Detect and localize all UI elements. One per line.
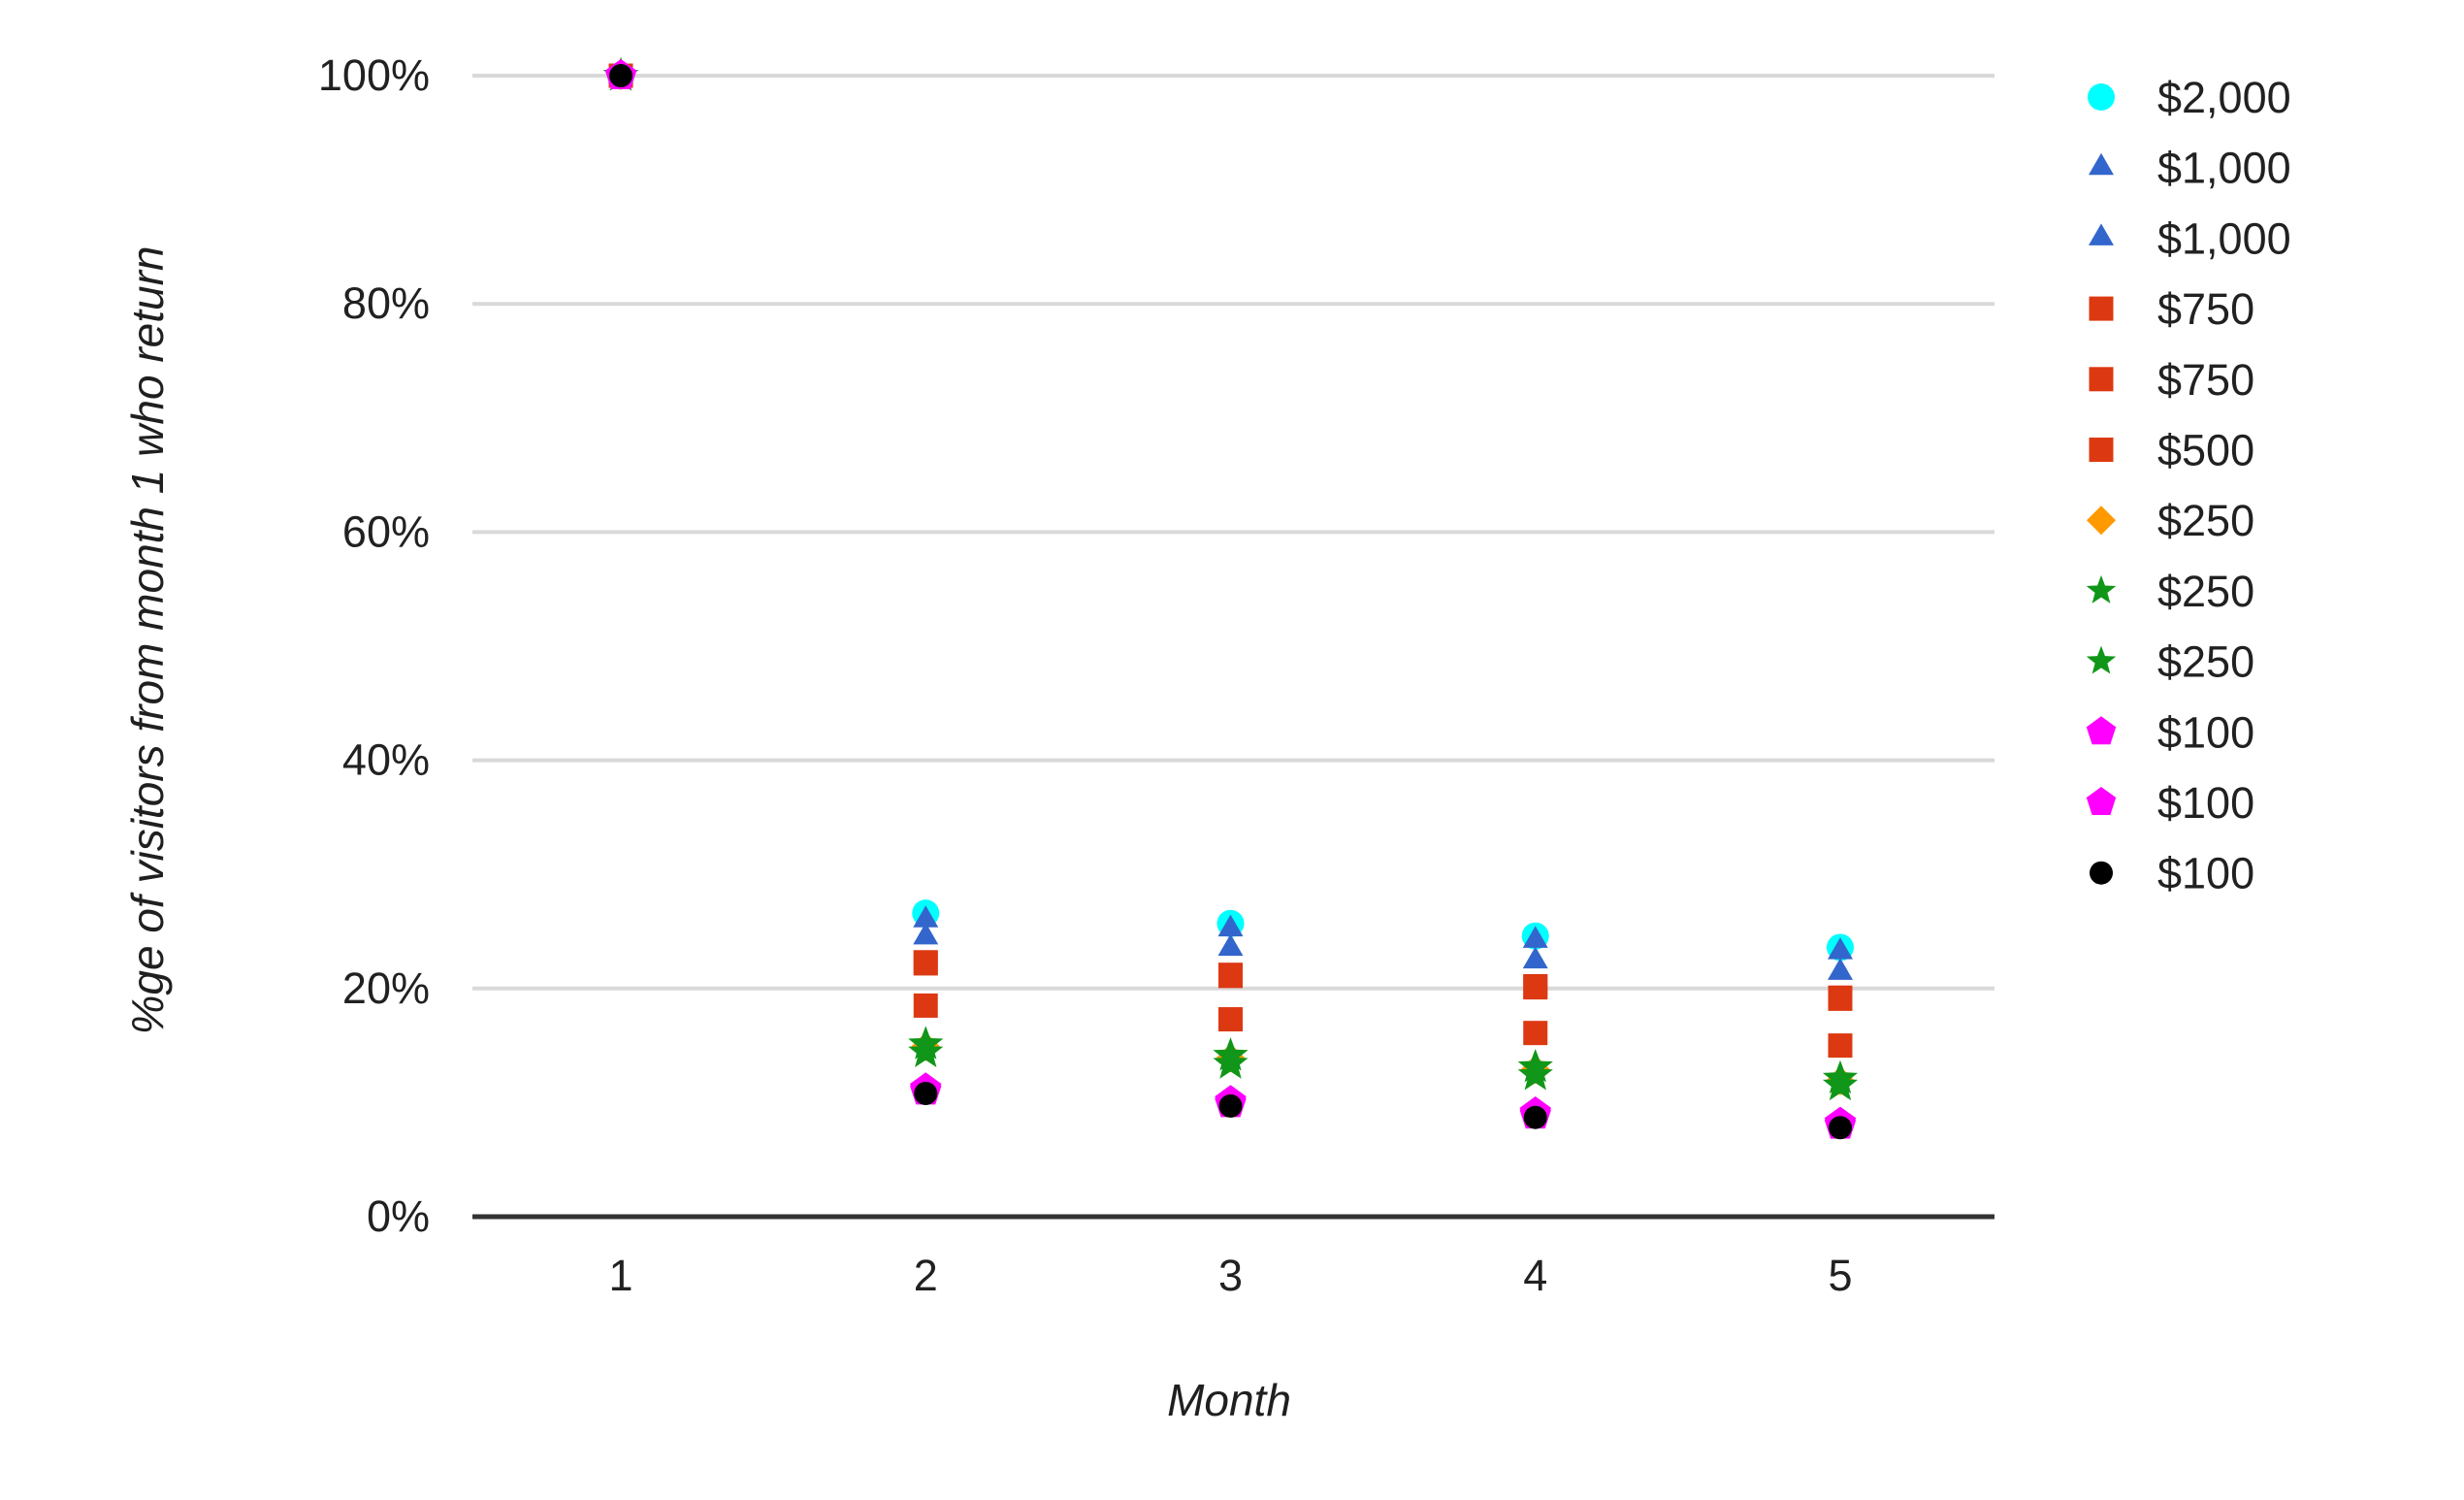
data-point-circle[interactable] xyxy=(1523,1105,1547,1129)
legend-marker-circle-icon xyxy=(2088,83,2115,111)
legend-label: $2,000 xyxy=(2157,73,2291,122)
legend-marker-square-icon xyxy=(2089,367,2114,392)
data-point-triangle[interactable] xyxy=(1217,914,1244,937)
legend-item[interactable]: $250 xyxy=(2086,637,2254,687)
legend-marker-square-icon xyxy=(2089,296,2114,321)
legend-item[interactable]: $250 xyxy=(2086,567,2254,616)
legend-marker-triangle-icon xyxy=(2089,152,2114,176)
data-point-star[interactable] xyxy=(1213,1045,1248,1079)
y-tick-label: 40% xyxy=(342,735,430,785)
legend-label: $250 xyxy=(2157,567,2254,616)
data-point-circle[interactable] xyxy=(1829,1116,1852,1140)
x-axis-title: Month xyxy=(1167,1375,1291,1425)
legend-item[interactable]: $1,000 xyxy=(2089,213,2291,263)
y-axis-title: %ge of visitors from month 1 who return xyxy=(122,245,173,1035)
x-tick-label: 2 xyxy=(914,1251,938,1300)
data-point-triangle[interactable] xyxy=(1522,926,1548,948)
legend-marker-circle-icon xyxy=(2090,861,2113,885)
data-point-square[interactable] xyxy=(1523,975,1548,1000)
data-point-triangle[interactable] xyxy=(1217,933,1244,957)
legend-marker-pentagon-icon xyxy=(2086,787,2117,815)
legend-label: $250 xyxy=(2157,496,2254,545)
legend-marker-triangle-icon xyxy=(2089,223,2114,245)
y-tick-label: 0% xyxy=(367,1191,430,1241)
data-point-circle[interactable] xyxy=(914,1081,938,1105)
x-tick-label: 1 xyxy=(608,1251,632,1300)
legend-label: $250 xyxy=(2157,637,2254,687)
x-tick-label: 5 xyxy=(1828,1251,1852,1300)
legend-marker-pentagon-icon xyxy=(2086,716,2117,745)
data-point-star[interactable] xyxy=(1517,1057,1553,1091)
legend-item[interactable]: $1,000 xyxy=(2089,144,2291,193)
data-point-square[interactable] xyxy=(1523,1021,1548,1046)
legend-label: $750 xyxy=(2157,355,2254,405)
data-point-square[interactable] xyxy=(1218,1007,1243,1032)
data-point-circle[interactable] xyxy=(1218,1093,1243,1118)
data-point-triangle[interactable] xyxy=(913,905,939,928)
legend-label: $500 xyxy=(2157,426,2254,475)
legend-item[interactable]: $250 xyxy=(2087,496,2254,545)
data-point-star[interactable] xyxy=(908,1033,944,1068)
y-tick-label: 60% xyxy=(342,506,430,556)
legend-item[interactable]: $500 xyxy=(2089,426,2255,475)
data-point-triangle[interactable] xyxy=(1522,946,1548,969)
data-point-triangle[interactable] xyxy=(1828,958,1853,980)
y-tick-label: 80% xyxy=(342,278,430,328)
data-point-triangle[interactable] xyxy=(1828,937,1853,960)
legend-item[interactable]: $100 xyxy=(2086,707,2254,757)
legend-marker-star-icon xyxy=(2086,645,2117,674)
data-point-square[interactable] xyxy=(1828,1033,1853,1059)
y-tick-label: 20% xyxy=(342,963,430,1013)
legend-item[interactable]: $100 xyxy=(2086,778,2254,828)
data-point-triangle[interactable] xyxy=(913,922,939,945)
data-point-square[interactable] xyxy=(913,993,938,1018)
legend-marker-diamond-icon xyxy=(2087,505,2116,536)
legend-label: $100 xyxy=(2157,849,2254,898)
legend-item[interactable]: $750 xyxy=(2089,284,2255,334)
data-point-square[interactable] xyxy=(913,951,938,976)
legend-label: $750 xyxy=(2157,284,2254,334)
y-tick-label: 100% xyxy=(318,50,430,100)
legend-marker-star-icon xyxy=(2086,574,2117,603)
data-point-square[interactable] xyxy=(1828,986,1853,1011)
legend-label: $100 xyxy=(2157,707,2254,757)
x-tick-label: 3 xyxy=(1218,1251,1243,1300)
data-point-star[interactable] xyxy=(1822,1066,1859,1101)
legend-item[interactable]: $100 xyxy=(2090,849,2254,898)
x-tick-label: 4 xyxy=(1523,1251,1547,1300)
legend-item[interactable]: $750 xyxy=(2089,355,2255,405)
legend-marker-square-icon xyxy=(2089,438,2114,462)
data-point-square[interactable] xyxy=(1218,963,1243,989)
legend-label: $1,000 xyxy=(2157,144,2291,193)
legend-item[interactable]: $2,000 xyxy=(2088,73,2291,122)
data-point-circle[interactable] xyxy=(609,64,632,87)
legend-label: $1,000 xyxy=(2157,213,2291,263)
legend-label: $100 xyxy=(2157,778,2254,828)
